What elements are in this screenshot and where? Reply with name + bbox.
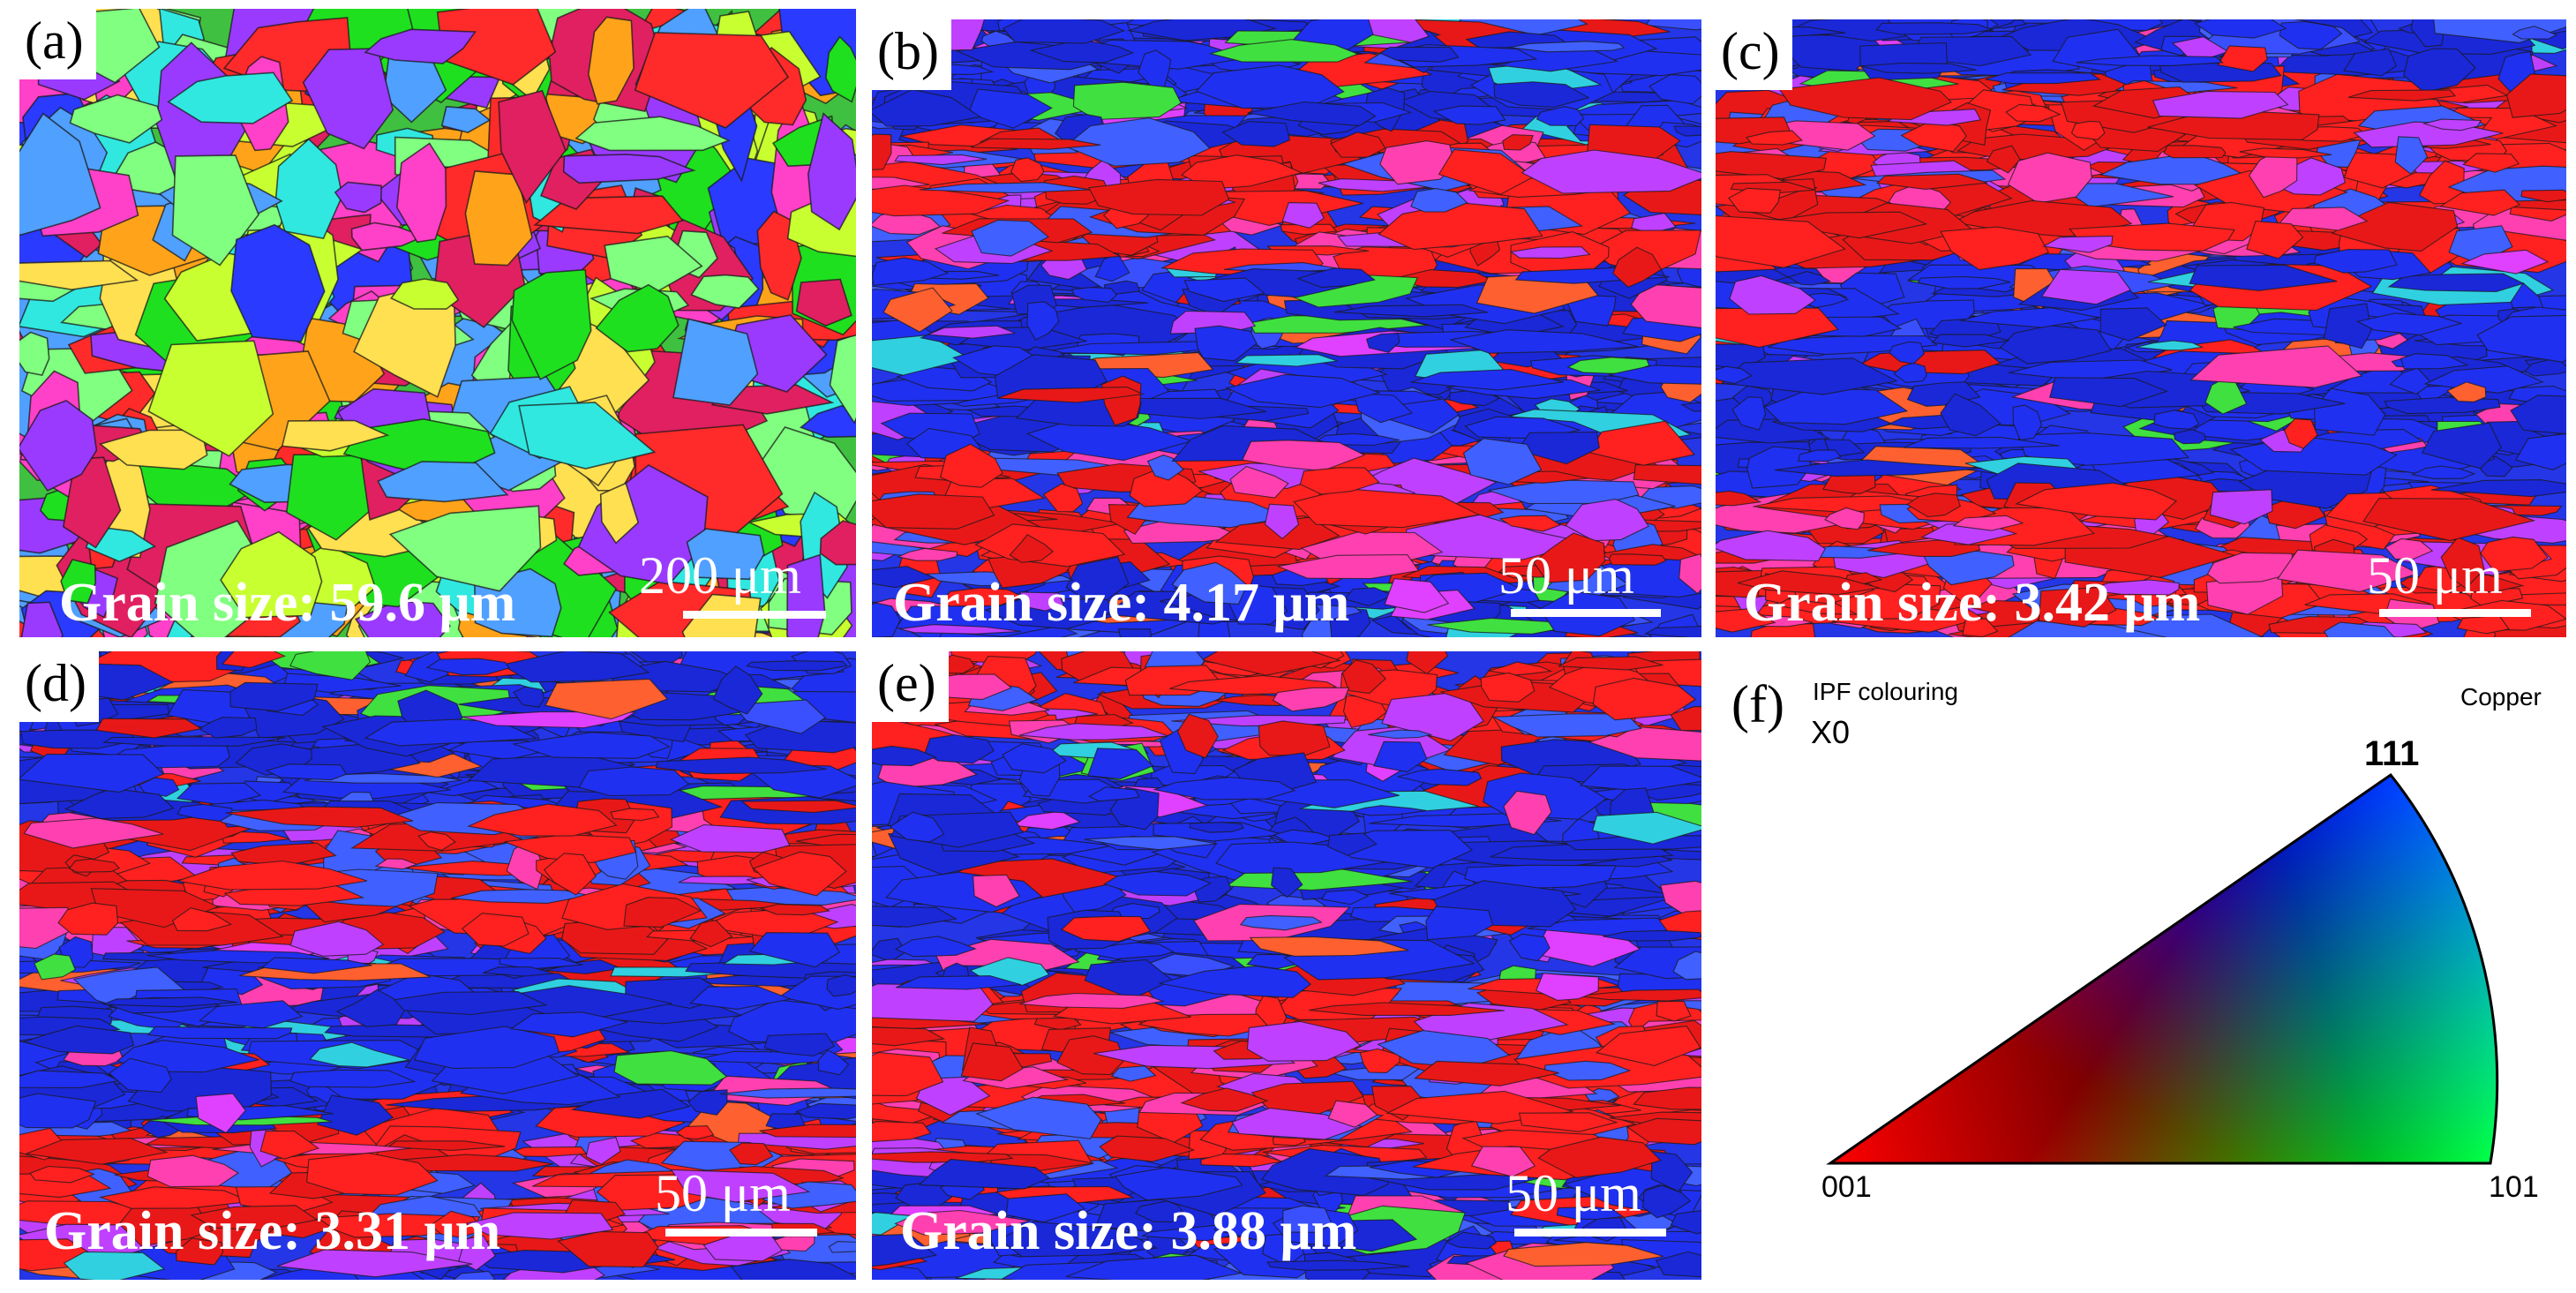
ebsd-map-e: (e) Grain size: 3.88 μm 50 μm [872, 651, 1701, 1280]
ebsd-texture-e [872, 651, 1701, 1280]
scale-bar-label-e: 50 μm [1506, 1164, 1641, 1222]
scale-bar-label-c: 50 μm [2367, 546, 2503, 605]
panel-label-d: (d) [19, 651, 99, 722]
ipf-corner-101: 101 [2489, 1170, 2539, 1204]
ebsd-map-c: (c) Grain size: 3.42 μm 50 μm [1716, 19, 2566, 637]
scale-bar-a [683, 611, 826, 619]
panel-label-f: (f) [1731, 675, 1784, 733]
panel-label-b: (b) [872, 19, 951, 90]
grain-size-d: Grain size: 3.31 μm [44, 1201, 501, 1261]
ipf-axis-label: X0 [1811, 714, 1851, 750]
grain-size-a: Grain size: 59.6 μm [59, 573, 516, 633]
scale-bar-d [665, 1229, 817, 1237]
ipf-key-panel: (f) IPF colouring X0 Copper 111 001 101 [1716, 651, 2566, 1280]
panel-label-e: (e) [872, 651, 949, 722]
ebsd-map-a: (a) Grain size: 59.6 μm 200 μm [19, 9, 856, 637]
ipf-phase-label: Copper [2460, 683, 2542, 710]
ipf-corner-001: 001 [1821, 1170, 1872, 1204]
panel-label-c: (c) [1716, 19, 1792, 90]
ipf-triangle [1826, 772, 2499, 1165]
ebsd-map-b: (b) Grain size: 4.17 μm 50 μm [872, 19, 1701, 637]
scale-bar-e [1514, 1229, 1666, 1237]
ebsd-texture-d [19, 651, 856, 1280]
scale-bar-label-b: 50 μm [1498, 546, 1634, 605]
grain-size-b: Grain size: 4.17 μm [893, 573, 1350, 633]
scale-bar-label-a: 200 μm [639, 546, 801, 605]
ipf-corner-111: 111 [2364, 734, 2420, 773]
grain-size-e: Grain size: 3.88 μm [900, 1201, 1357, 1261]
scale-bar-c [2379, 609, 2531, 617]
ebsd-map-d: (d) Grain size: 3.31 μm 50 μm [19, 651, 856, 1280]
panel-label-a: (a) [19, 9, 96, 79]
ebsd-texture-a [19, 9, 856, 637]
scale-bar-label-d: 50 μm [655, 1164, 791, 1222]
grain-size-c: Grain size: 3.42 μm [1744, 573, 2201, 633]
ebsd-texture-b [872, 19, 1701, 637]
ebsd-texture-c [1716, 19, 2566, 637]
scale-bar-b [1511, 609, 1661, 617]
ipf-title: IPF colouring [1813, 678, 1958, 705]
